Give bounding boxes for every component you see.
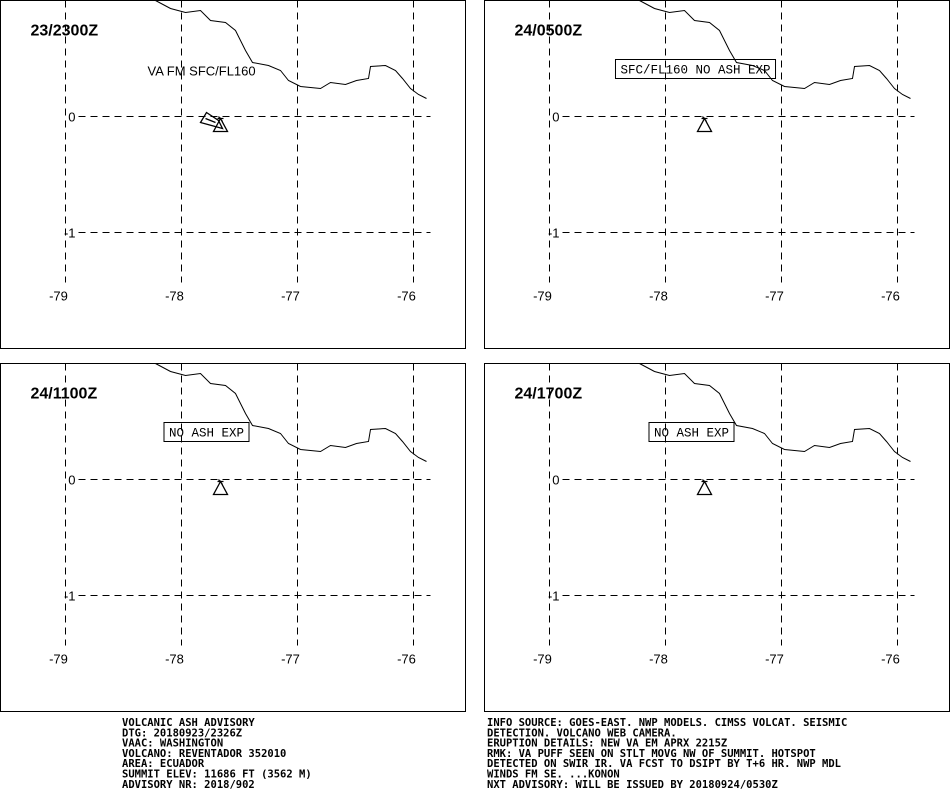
advisory-line: AREA: ECUADOR (122, 758, 205, 770)
panel: 24/1100Z 0 -1 -79 -78 -77 -76 NO ASH EXP (0, 363, 466, 712)
annotation: NO ASH EXP (169, 427, 244, 441)
lon-label: -78 (649, 289, 668, 304)
advisory-line: SUMMIT ELEV: 11686 FT (3562 M) (122, 769, 312, 781)
lat-label: -1 (64, 589, 76, 604)
advisory-line: INFO SOURCE: GOES-EAST. NWP MODELS. CIMS… (487, 717, 847, 729)
lon-label: -78 (165, 652, 184, 667)
advisory-line: WINDS FM SE. ...KONON (487, 769, 620, 781)
lat-label: -1 (548, 226, 560, 241)
panel-frame (484, 363, 950, 712)
lon-label: -78 (165, 289, 184, 304)
coastline (639, 0, 911, 99)
lon-label: -77 (281, 652, 300, 667)
advisory-line: VOLCANIC ASH ADVISORY (122, 717, 255, 729)
advisory-line: VOLCANO: REVENTADOR 352010 (122, 748, 286, 760)
annotation: VA FM SFC/FL160 (148, 64, 256, 79)
volcano-symbol (696, 479, 713, 496)
panel-title: 24/0500Z (515, 23, 583, 40)
ash-area (199, 111, 224, 130)
volcano-symbol (696, 116, 713, 133)
lon-label: -76 (881, 289, 900, 304)
lon-label: -79 (533, 289, 552, 304)
panel-frame (0, 363, 466, 712)
lat-label: 0 (552, 110, 559, 125)
lat-label: 0 (552, 473, 559, 488)
lon-label: -79 (49, 652, 68, 667)
annotation-box (648, 422, 735, 442)
volcano-symbol (212, 479, 229, 496)
panel-title: 24/1100Z (31, 386, 98, 403)
annotation: NO ASH EXP (654, 427, 729, 441)
advisory-line: VAAC: WASHINGTON (122, 738, 223, 750)
coastline (155, 0, 427, 99)
panel-title: 24/1700Z (515, 386, 583, 403)
advisory-line: DTG: 20180923/2326Z (122, 727, 242, 739)
lat-label: -1 (64, 226, 76, 241)
advisory-line: ERUPTION DETAILS: NEW VA EM APRX 2215Z (487, 738, 727, 750)
advisory-line: ADVISORY NR: 2018/902 (122, 779, 255, 791)
panel: 23/2300Z 0 -1 -79 -78 -77 -76 VA FM SFC/FL160 (0, 0, 466, 349)
lon-label: -77 (281, 289, 300, 304)
advisory-line: NXT ADVISORY: WILL BE ISSUED BY 20180924… (487, 779, 778, 791)
coastline (639, 363, 911, 462)
advisory-line: DETECTION. VOLCANO WEB CAMERA. (487, 727, 677, 739)
lon-label: -77 (765, 289, 784, 304)
annotation-box (163, 422, 250, 442)
lat-label: 0 (68, 473, 75, 488)
lon-label: -78 (649, 652, 668, 667)
panel-frame (484, 0, 950, 349)
panel-title: 23/2300Z (31, 23, 99, 40)
panel: 24/1700Z 0 -1 -79 -78 -77 -76 NO ASH EXP (484, 363, 950, 712)
panel-frame (0, 0, 466, 349)
coastline (155, 363, 427, 462)
advisory-line: RMK: VA PUFF SEEN ON STLT MOVG NW OF SUM… (487, 748, 816, 760)
lon-label: -76 (397, 652, 416, 667)
lat-label: 0 (68, 110, 75, 125)
panel: 24/0500Z 0 -1 -79 -78 -77 -76 SFC/FL160 NO ASH … (484, 0, 950, 349)
lat-label: -1 (548, 589, 560, 604)
volcano-symbol (212, 116, 229, 133)
lon-label: -79 (49, 289, 68, 304)
advisory-line: DETECTED ON SWIR IR. VA FCST TO DSIPT BY… (487, 758, 841, 770)
annotation-box (614, 59, 777, 79)
lon-label: -77 (765, 652, 784, 667)
annotation: SFC/FL160 NO ASH EXP (620, 64, 770, 78)
lon-label: -76 (881, 652, 900, 667)
lon-label: -76 (397, 289, 416, 304)
lon-label: -79 (533, 652, 552, 667)
